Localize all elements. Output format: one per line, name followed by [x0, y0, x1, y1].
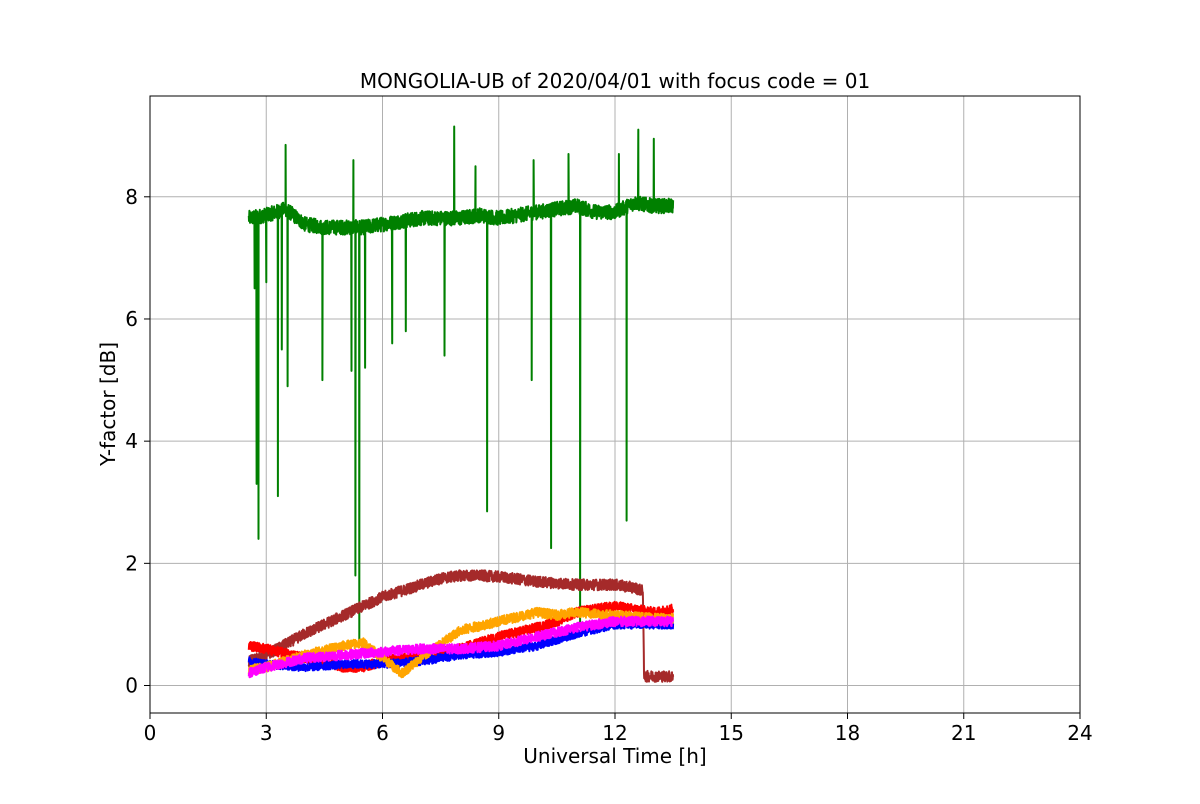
y-axis-label: Y-factor [dB] — [96, 342, 120, 467]
chart-title: MONGOLIA-UB of 2020/04/01 with focus cod… — [360, 69, 870, 93]
x-tick-label: 18 — [835, 721, 860, 745]
x-tick-label: 12 — [602, 721, 627, 745]
x-tick-label: 21 — [951, 721, 976, 745]
x-axis-label: Universal Time [h] — [523, 744, 706, 768]
y-tick-label: 2 — [125, 551, 138, 575]
series-line-1 — [247, 569, 675, 683]
series-line-4 — [247, 606, 675, 679]
series-line-0 — [247, 125, 675, 641]
y-tick-label: 0 — [125, 674, 138, 698]
y-tick-label: 6 — [125, 307, 138, 331]
x-tick-label: 24 — [1067, 721, 1092, 745]
x-tick-label: 6 — [376, 721, 389, 745]
x-tick-label: 15 — [719, 721, 744, 745]
x-tick-label: 9 — [492, 721, 505, 745]
series-line-5 — [247, 615, 675, 679]
y-tick-label: 8 — [125, 185, 138, 209]
x-tick-label: 3 — [260, 721, 273, 745]
plot-area — [247, 125, 675, 683]
x-tick-label: 0 — [144, 721, 157, 745]
grid — [149, 96, 1081, 713]
y-tick-label: 4 — [125, 429, 138, 453]
